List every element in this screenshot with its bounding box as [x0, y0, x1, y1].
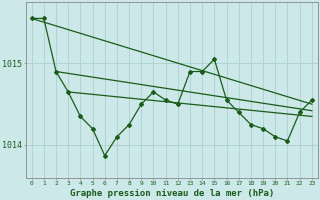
X-axis label: Graphe pression niveau de la mer (hPa): Graphe pression niveau de la mer (hPa) [70, 189, 274, 198]
